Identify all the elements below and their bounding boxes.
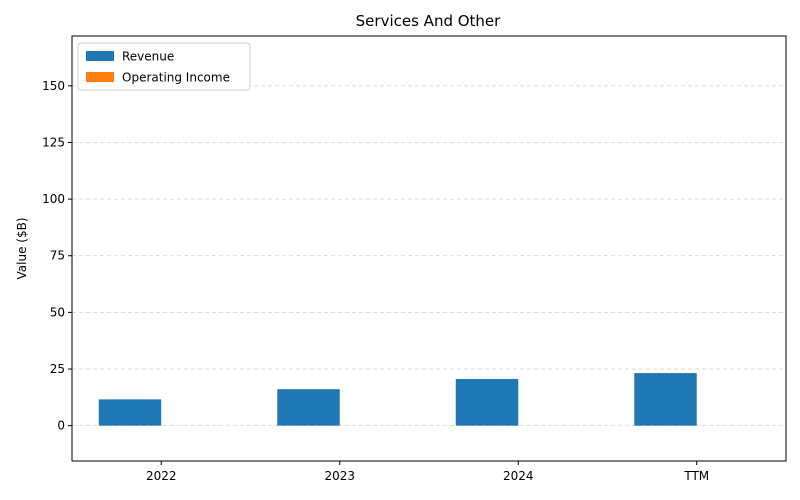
y-tick-label: 50: [50, 305, 65, 319]
legend: Revenue Operating Income: [77, 42, 251, 91]
plot-area: [71, 35, 787, 462]
bars: [98, 373, 760, 426]
y-tick-label: 75: [50, 249, 65, 263]
legend-label: Revenue: [122, 50, 174, 64]
x-axis: 2022 2023 2024 TTM: [146, 461, 709, 483]
legend-swatch: [86, 72, 114, 82]
y-tick-label: 125: [42, 135, 65, 149]
x-tick-label: 2022: [146, 469, 177, 483]
bar-revenue: [455, 378, 519, 426]
y-tick-label: 100: [42, 192, 65, 206]
y-axis-label: Value ($B): [15, 218, 29, 280]
legend-box: [77, 42, 251, 91]
y-tick-label: 0: [57, 419, 65, 433]
x-tick-label: 2023: [324, 469, 355, 483]
bar-revenue: [277, 389, 340, 426]
bar-revenue: [98, 399, 162, 426]
legend-swatch: [86, 51, 114, 61]
x-tick-label: 2024: [503, 469, 534, 483]
chart-title: Services And Other: [356, 12, 502, 30]
x-tick-label: TTM: [683, 469, 709, 483]
y-axis: 0 25 50 75 100 125 150: [42, 79, 72, 433]
y-tick-label: 25: [50, 362, 65, 376]
y-tick-label: 150: [42, 79, 65, 93]
legend-label: Operating Income: [122, 71, 230, 85]
bar-revenue: [634, 373, 697, 426]
